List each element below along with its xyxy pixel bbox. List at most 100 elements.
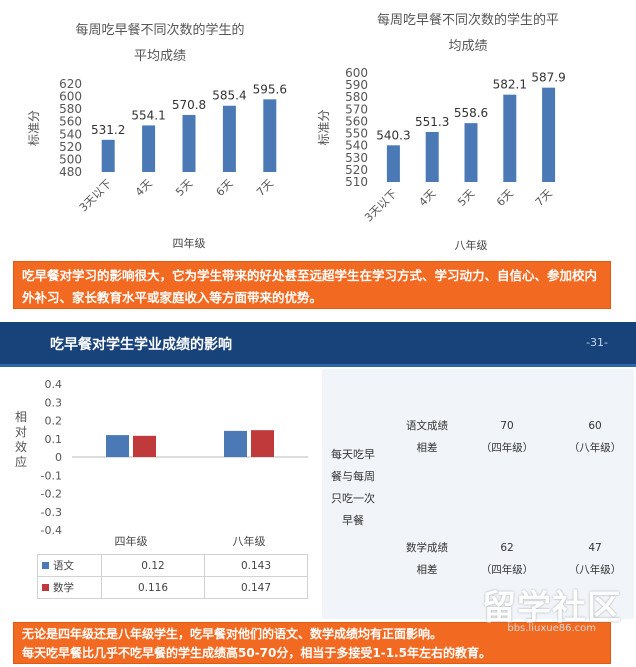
y-axis-label-char: 对 — [15, 425, 27, 439]
chinese-swatch — [42, 562, 49, 569]
table-row: 数学 0.116 0.147 — [37, 576, 308, 599]
y-tick-label: 600 — [345, 66, 368, 80]
main-line: 只吃一次 — [331, 492, 375, 505]
y-tick-label: 520 — [345, 163, 368, 177]
watermark-url: bbs.liuxue86.com — [507, 623, 596, 634]
x-tick-label: 四年级 — [115, 534, 148, 548]
chart-grade4: 每周吃早餐不同次数的学生的 平均成绩 480 500 520 540 560 580 600… — [0, 0, 318, 260]
y-tick-label: -0.4 — [41, 524, 62, 537]
x-tick-label: 5天 — [455, 187, 477, 209]
y-tick-label: 540 — [59, 127, 82, 141]
note-top: 吃早餐对学习的影响很大，它为学生带来的好处甚至远超学生在学习方式、学习动力、自信… — [13, 261, 611, 309]
y-tick-label: 550 — [345, 127, 368, 141]
chart-grade8: 每周吃早餐不同次数的学生的平 均成绩 510 520 530 540 550 560 570… — [317, 0, 636, 260]
chinese-g4-label: （四年级） — [480, 442, 534, 454]
bar — [263, 99, 277, 172]
y-axis-label-char: 相 — [15, 410, 27, 424]
chinese-label: 语文 — [53, 560, 74, 572]
bar-math — [133, 435, 156, 457]
main-line: 每天吃早 — [331, 448, 375, 461]
x-tick-label: 3天以下 — [77, 177, 114, 214]
chart1-title-line2: 平均成绩 — [133, 49, 186, 64]
math-g4: 62 （四年级） — [462, 537, 552, 581]
chinese-diff-label: 语文成绩 相差 — [392, 415, 462, 459]
math-g8-label: （八年级） — [568, 564, 622, 576]
chart1-title-line1: 每周吃早餐不同次数的学生的 — [75, 23, 245, 38]
data-label: 582.1 — [493, 78, 527, 92]
y-tick-label: 0.4 — [45, 378, 63, 391]
x-tick-label: 4天 — [133, 177, 155, 199]
chart-relative-effect: -0.4 -0.3 -0.2 -0.1 0 0.1 0.2 0.3 0.4 相对效应四年级 八年级 — [0, 369, 320, 619]
table-cell: 0.116 — [101, 576, 205, 599]
x-tick-label: 5天 — [173, 177, 195, 199]
math-label: 数学 — [53, 582, 74, 594]
y-tick-label: 570 — [345, 102, 368, 116]
math-diff-label: 数学成绩 相差 — [392, 537, 462, 581]
data-label: 595.6 — [253, 82, 287, 96]
y-tick-label: 540 — [345, 139, 368, 153]
x-tick-label: 6天 — [214, 177, 236, 199]
data-label: 570.8 — [172, 98, 206, 112]
y-axis-label: 标准分 — [27, 110, 41, 146]
chinese-g8-label: （八年级） — [568, 442, 622, 454]
math-g8-value: 47 — [588, 542, 602, 554]
data-label: 587.9 — [531, 71, 565, 85]
bar-math — [251, 430, 274, 457]
math-diff-label-line2: 相差 — [416, 564, 438, 576]
data-label: 585.4 — [212, 89, 246, 103]
math-diff-label-line1: 数学成绩 — [406, 542, 448, 554]
table-row: 语文 0.12 0.143 — [37, 554, 308, 577]
bar — [464, 123, 478, 182]
bar — [542, 87, 556, 182]
table-cell: 0.147 — [204, 576, 308, 599]
y-tick-label: 620 — [59, 77, 82, 91]
comparison-main-label: 每天吃早 餐与每周 只吃一次 早餐 — [322, 444, 384, 532]
main-line: 早餐 — [342, 514, 364, 527]
data-label: 558.6 — [454, 106, 488, 120]
x-tick-label: 八年级 — [233, 534, 266, 548]
table-cell: 0.12 — [101, 554, 205, 577]
bar — [182, 114, 196, 172]
y-tick-label: -0.1 — [41, 469, 62, 482]
y-tick-label: 0 — [55, 451, 62, 464]
x-tick-label: 7天 — [533, 187, 555, 209]
bar — [101, 139, 115, 172]
y-axis-label-char: 效 — [15, 439, 27, 454]
note-bottom-line2: 每天吃早餐比几乎不吃早餐的学生成绩高50-70分，相当于多接受1-1.5年左右的… — [22, 646, 491, 660]
y-tick-label: -0.3 — [41, 506, 62, 519]
chart2-title-line1: 每周吃早餐不同次数的学生的平 — [376, 13, 559, 28]
y-tick-label: 560 — [59, 115, 82, 129]
y-tick-label: 520 — [59, 140, 82, 154]
y-tick-label: 500 — [59, 152, 82, 166]
chinese-g4-value: 70 — [500, 420, 514, 432]
chart1-title: 每周吃早餐不同次数的学生的 平均成绩 — [40, 18, 280, 70]
table-row-label: 数学 — [37, 576, 102, 599]
y-tick-label: 580 — [59, 102, 82, 116]
bar — [386, 145, 400, 182]
data-label: 554.1 — [131, 108, 165, 122]
section-title: 吃早餐对学生学业成绩的影响 — [50, 337, 232, 353]
chart2-title-line2: 均成绩 — [448, 39, 488, 54]
x-tick-label: 7天 — [254, 177, 276, 199]
x-axis-label: 八年级 — [455, 238, 488, 252]
y-axis-label-char: 应 — [15, 454, 27, 469]
x-tick-label: 6天 — [494, 187, 516, 209]
y-tick-label: 0.1 — [45, 433, 63, 446]
bar — [142, 125, 156, 172]
y-tick-label: 530 — [345, 151, 368, 165]
bar — [425, 131, 439, 182]
effect-data-table: 语文 0.12 0.143 数学 0.116 0.147 — [37, 554, 308, 599]
y-tick-label: 560 — [345, 114, 368, 128]
data-label: 531.2 — [91, 123, 125, 137]
bar — [222, 105, 236, 172]
chinese-diff-label-line1: 语文成绩 — [406, 420, 448, 432]
table-row-label: 语文 — [37, 554, 102, 577]
y-tick-label: 0.2 — [45, 415, 63, 428]
y-tick-label: 600 — [59, 90, 82, 104]
chinese-g4: 70 （四年级） — [462, 415, 552, 459]
bar-chinese — [106, 435, 129, 457]
note-bottom: 无论是四年级还是八年级学生，吃早餐对他们的语文、数学成绩均有正面影响。 每天吃早… — [13, 622, 611, 664]
